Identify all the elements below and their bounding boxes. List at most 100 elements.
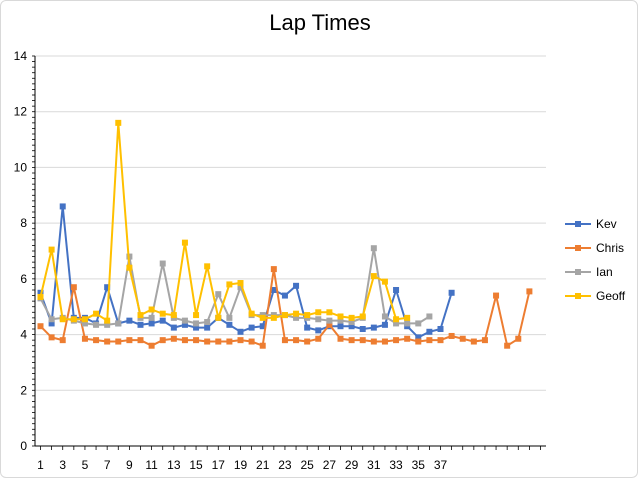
data-point-geoff	[215, 314, 222, 321]
data-point-ian	[237, 284, 244, 291]
data-point-chris	[148, 342, 155, 349]
data-point-chris	[137, 337, 144, 344]
data-point-chris	[526, 288, 533, 295]
legend-marker-kev	[575, 221, 581, 227]
y-tick-label: 6	[20, 272, 27, 286]
data-point-geoff	[293, 310, 300, 317]
data-point-kev	[281, 292, 288, 299]
data-point-ian	[404, 320, 411, 327]
data-point-ian	[326, 317, 333, 324]
data-point-chris	[93, 337, 100, 344]
y-tick-label: 2	[20, 383, 27, 397]
y-tick-label: 12	[14, 105, 28, 119]
data-point-geoff	[137, 312, 144, 319]
data-point-chris	[404, 335, 411, 342]
data-point-geoff	[359, 313, 366, 320]
data-point-kev	[193, 324, 200, 331]
axes	[32, 55, 546, 450]
data-point-chris	[70, 284, 77, 291]
x-tick-label: 25	[300, 458, 314, 472]
data-point-kev	[148, 320, 155, 327]
data-point-geoff	[93, 310, 100, 317]
data-point-geoff	[404, 314, 411, 321]
data-point-chris	[81, 335, 88, 342]
data-point-kev	[159, 317, 166, 324]
data-point-geoff	[37, 293, 44, 300]
data-point-chris	[181, 337, 188, 344]
data-point-chris	[393, 337, 400, 344]
data-point-kev	[381, 321, 388, 328]
x-tick-labels: 1 3 5 7 9 11 13 15 17 19 21 23 25 27 29 31 33 35 37	[37, 458, 447, 472]
gridlines	[35, 55, 546, 447]
legend-marker-ian	[575, 269, 581, 275]
data-point-kev	[304, 324, 311, 331]
data-point-geoff	[159, 310, 166, 317]
legend-marker-geoff	[575, 293, 581, 299]
data-point-chris	[415, 338, 422, 345]
x-tick-label: 27	[323, 458, 337, 472]
data-point-kev	[237, 328, 244, 335]
data-point-geoff	[270, 314, 277, 321]
series-line-geoff	[39, 121, 408, 322]
data-point-ian	[215, 291, 222, 298]
x-tick-label: 17	[212, 458, 226, 472]
y-tick-label: 10	[14, 160, 28, 174]
data-point-kev	[259, 323, 266, 330]
legend-label-kev: Kev	[596, 217, 617, 231]
data-point-chris	[59, 337, 66, 344]
data-point-kev	[293, 282, 300, 289]
y-tick-labels: 0 2 4 6 8 10 12 14	[14, 49, 28, 453]
data-point-kev	[337, 323, 344, 330]
data-point-chris	[359, 337, 366, 344]
data-point-ian	[426, 313, 433, 320]
data-point-geoff	[193, 312, 200, 319]
data-point-geoff	[59, 316, 66, 323]
data-point-kev	[415, 334, 422, 341]
data-point-chris	[315, 335, 322, 342]
data-point-chris	[215, 338, 222, 345]
data-point-chris	[237, 337, 244, 344]
data-point-ian	[93, 321, 100, 328]
x-tick-label: 37	[434, 458, 448, 472]
data-point-kev	[437, 326, 444, 332]
data-point-chris	[381, 338, 388, 345]
x-tick-label: 29	[345, 458, 359, 472]
x-tick-label: 11	[145, 458, 158, 472]
data-point-kev	[426, 328, 433, 335]
x-tick-label: 33	[389, 458, 403, 472]
x-tick-label: 13	[167, 458, 181, 472]
data-point-chris	[426, 337, 433, 344]
y-tick-label: 4	[20, 328, 27, 342]
x-tick-label: 23	[278, 458, 292, 472]
data-point-geoff	[326, 309, 333, 316]
data-point-chris	[270, 266, 277, 273]
data-point-kev	[448, 289, 455, 296]
data-point-ian	[104, 321, 111, 328]
data-point-chris	[259, 342, 266, 349]
legend-marker-chris	[575, 245, 581, 251]
data-point-geoff	[237, 280, 244, 287]
x-tick-label: 5	[82, 458, 89, 472]
data-point-ian	[337, 317, 344, 324]
x-tick-label: 3	[59, 458, 66, 472]
data-point-chris	[493, 292, 500, 299]
data-point-ian	[393, 320, 400, 327]
data-point-kev	[370, 324, 377, 331]
data-point-kev	[359, 326, 366, 332]
data-point-geoff	[381, 278, 388, 285]
data-point-kev	[137, 321, 144, 328]
x-tick-label: 19	[234, 458, 248, 472]
legend-label-chris: Chris	[596, 241, 624, 255]
data-point-geoff	[370, 273, 377, 280]
data-point-chris	[104, 338, 111, 345]
data-point-ian	[81, 320, 88, 327]
data-point-ian	[148, 314, 155, 321]
data-point-geoff	[248, 310, 255, 317]
chart-title: Lap Times	[269, 10, 371, 35]
x-tick-label: 7	[104, 458, 111, 472]
data-point-chris	[48, 334, 55, 341]
data-point-geoff	[104, 317, 111, 324]
data-point-geoff	[148, 306, 155, 313]
